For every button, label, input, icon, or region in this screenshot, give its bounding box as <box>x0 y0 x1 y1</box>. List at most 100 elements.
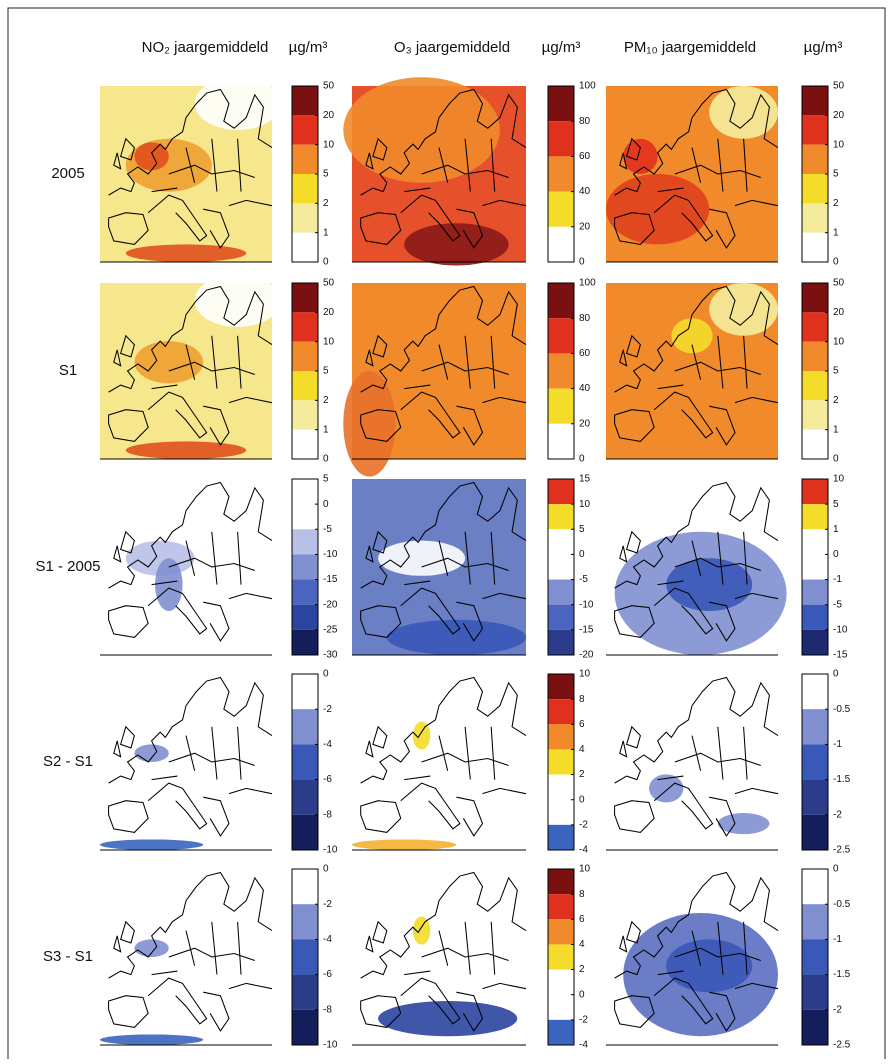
colorbar-tick-label: -5 <box>579 574 588 585</box>
colorbar-segment <box>548 629 574 655</box>
colorbar-tick-label: 5 <box>833 499 839 510</box>
colorbar-segment <box>292 232 318 262</box>
colorbar-tick-label: 15 <box>579 474 591 485</box>
column-title: O₃ jaargemiddeld <box>394 39 510 56</box>
colorbar-tick-label: -15 <box>579 624 594 635</box>
colorbar-segment <box>548 724 574 750</box>
colorbar-segment <box>292 312 318 342</box>
colorbar-segment <box>802 529 828 555</box>
map-region <box>623 138 658 174</box>
colorbar-segment <box>548 156 574 192</box>
colorbar-tick-label: 0 <box>579 549 585 560</box>
colorbar-segment <box>292 479 318 505</box>
colorbar-tick-label: -10 <box>323 1040 338 1051</box>
colorbar-segment <box>548 554 574 580</box>
colorbar-tick-label: -8 <box>323 1004 332 1015</box>
colorbar-tick-label: 40 <box>579 186 591 197</box>
colorbar-tick-label: 20 <box>323 307 335 318</box>
column-unit: µg/m³ <box>289 39 328 56</box>
colorbar-segment <box>548 969 574 995</box>
colorbar-segment <box>292 529 318 555</box>
colorbar-tick-label: 10 <box>833 139 845 150</box>
colorbar-tick-label: 1 <box>323 227 329 238</box>
colorbar-segment <box>802 939 828 975</box>
colorbar-segment <box>292 554 318 580</box>
colorbar-tick-label: -6 <box>323 969 332 980</box>
colorbar-segment <box>548 579 574 605</box>
colorbar-tick-label: 0 <box>323 499 329 510</box>
map-region <box>134 939 169 957</box>
colorbar-tick-label: -10 <box>579 599 594 610</box>
map <box>100 77 281 262</box>
colorbar-tick-label: 5 <box>579 524 585 535</box>
row-label: S1 <box>59 362 77 379</box>
map-region <box>343 371 396 477</box>
colorbar-tick-label: -0.5 <box>833 704 851 715</box>
colorbar-tick-label: 20 <box>579 418 591 429</box>
colorbar-tick-label: -4 <box>323 739 332 750</box>
colorbar-segment <box>802 674 828 710</box>
map-region <box>378 540 466 576</box>
colorbar-segment <box>802 579 828 605</box>
map-region <box>343 77 500 183</box>
colorbar-segment <box>292 341 318 371</box>
column-title: NO₂ jaargemiddeld <box>142 39 269 56</box>
colorbar-tick-label: 0 <box>833 669 839 680</box>
colorbar-tick-label: -30 <box>323 650 338 661</box>
colorbar-segment <box>292 939 318 975</box>
map <box>606 674 778 850</box>
colorbar-tick-label: 5 <box>323 474 329 485</box>
colorbar-segment <box>548 994 574 1020</box>
colorbar-segment <box>548 799 574 825</box>
colorbar-segment <box>802 504 828 530</box>
colorbar-tick-label: 20 <box>833 307 845 318</box>
map-region <box>134 744 169 762</box>
colorbar-segment <box>548 283 574 319</box>
colorbar-tick-label: 0 <box>579 454 585 465</box>
colorbar-segment <box>802 554 828 580</box>
colorbar-tick-label: 10 <box>579 864 591 875</box>
colorbar-segment <box>292 904 318 940</box>
map-region <box>412 916 431 945</box>
colorbar-segment <box>802 479 828 505</box>
colorbar-tick-label: 0 <box>323 257 329 268</box>
colorbar-segment <box>802 629 828 655</box>
colorbar-segment <box>548 318 574 354</box>
colorbar-segment <box>292 86 318 116</box>
colorbar-tick-label: 1 <box>833 524 839 535</box>
map-region <box>352 839 457 850</box>
colorbar-frame <box>291 478 319 656</box>
colorbar-tick-label: -8 <box>323 809 332 820</box>
map-region <box>194 77 281 130</box>
colorbar-frame <box>801 868 829 1046</box>
map-region <box>404 223 509 266</box>
colorbar-segment <box>802 779 828 815</box>
map-region <box>100 1034 204 1045</box>
column-unit: µg/m³ <box>542 39 581 56</box>
colorbar-tick-label: -10 <box>323 549 338 560</box>
colorbar-tick-label: 5 <box>833 366 839 377</box>
colorbar-tick-label: 0 <box>833 454 839 465</box>
colorbar-segment <box>292 629 318 655</box>
colorbar-segment <box>292 674 318 710</box>
map <box>100 274 281 459</box>
colorbar-tick-label: 5 <box>833 169 839 180</box>
colorbar-tick-label: 80 <box>579 116 591 127</box>
column-title: PM₁₀ jaargemiddeld <box>624 39 756 56</box>
colorbar-segment <box>548 604 574 630</box>
colorbar-tick-label: 100 <box>579 81 596 92</box>
colorbar-frame <box>547 868 575 1046</box>
colorbar-tick-label: 20 <box>323 110 335 121</box>
colorbar-segment <box>292 504 318 530</box>
colorbar-tick-label: 2 <box>833 395 839 406</box>
colorbar-segment <box>802 869 828 905</box>
map-region <box>386 619 526 655</box>
colorbar-tick-label: 0 <box>323 669 329 680</box>
colorbar-tick-label: -1 <box>833 574 842 585</box>
colorbar-tick-label: 4 <box>579 939 585 950</box>
colorbar-tick-label: 10 <box>579 499 591 510</box>
colorbar-segment <box>548 774 574 800</box>
map-background <box>100 869 272 1045</box>
colorbar-tick-label: 100 <box>579 278 596 289</box>
colorbar-tick-label: 2 <box>323 395 329 406</box>
